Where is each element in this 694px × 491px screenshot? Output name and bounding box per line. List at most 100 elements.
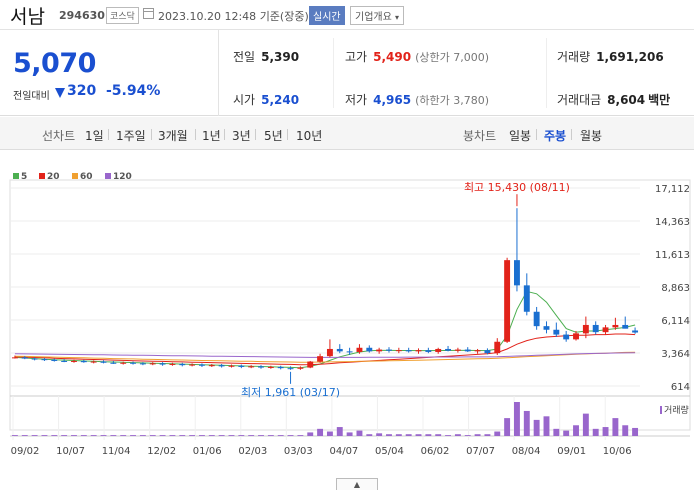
candle-body bbox=[297, 367, 304, 369]
chevron-down-icon: ▾ bbox=[395, 13, 400, 22]
x-tick-label: 12/02 bbox=[147, 446, 176, 457]
x-tick-label: 09/02 bbox=[11, 446, 40, 457]
volume-bar bbox=[632, 427, 639, 436]
stock-name: 서남 bbox=[10, 6, 45, 28]
stock-header: 서남 294630 코스닥 2023.10.20 12:48 기준(장중) 실시… bbox=[0, 0, 694, 30]
change-rate: -5.94% bbox=[106, 83, 161, 99]
x-tick-label: 08/04 bbox=[512, 446, 541, 457]
candle-body bbox=[592, 324, 599, 333]
candle-body bbox=[287, 368, 294, 370]
volume-bar bbox=[149, 435, 156, 436]
candle-body bbox=[41, 359, 48, 361]
candle-body bbox=[366, 347, 373, 352]
candle-weekly[interactable]: 주봉 bbox=[544, 129, 567, 143]
volume-bar bbox=[533, 419, 540, 436]
chart-toolbar: 선차트 1일 1주일 3개월 1년 3년 5년 10년 봉차트 일봉 주봉 월봉 bbox=[0, 117, 694, 150]
candle-body bbox=[238, 365, 245, 367]
candle-body bbox=[435, 348, 442, 352]
volume-bar bbox=[445, 435, 451, 436]
chart-frame bbox=[9, 179, 691, 431]
expand-chart-handle[interactable]: ▲ bbox=[336, 478, 378, 490]
period-3y[interactable]: 3년 bbox=[232, 129, 251, 143]
candle-body bbox=[218, 365, 225, 367]
period-1d[interactable]: 1일 bbox=[85, 129, 104, 143]
candle-body bbox=[31, 358, 38, 360]
y-tick-label: 6,114 bbox=[661, 316, 690, 327]
volume-bar bbox=[415, 434, 422, 436]
period-3m[interactable]: 3개월 bbox=[158, 129, 188, 143]
candle-body bbox=[395, 350, 402, 352]
calendar-icon bbox=[143, 8, 154, 19]
company-overview-button[interactable]: 기업개요 ▾ bbox=[350, 6, 405, 25]
candle-body bbox=[336, 348, 343, 352]
volume-bar bbox=[464, 435, 471, 436]
volume-bar bbox=[612, 418, 619, 436]
x-tick-label: 10/07 bbox=[56, 446, 85, 457]
volume-bar bbox=[179, 435, 186, 436]
y-tick-label: 3,364 bbox=[661, 349, 690, 360]
candle-monthly[interactable]: 월봉 bbox=[580, 129, 603, 143]
candle-body bbox=[464, 349, 471, 352]
volume-bar bbox=[395, 434, 402, 436]
volume-bar bbox=[277, 435, 284, 436]
line-chart-label: 선차트 bbox=[42, 129, 76, 143]
volume-bar bbox=[248, 435, 255, 436]
volume-bar bbox=[602, 427, 609, 436]
volume-bar bbox=[258, 435, 264, 436]
volume-bar bbox=[139, 435, 146, 436]
candle-body bbox=[563, 334, 570, 340]
legend-ma5: 5 bbox=[13, 172, 27, 182]
volume-bar bbox=[61, 435, 68, 436]
candle-body bbox=[553, 329, 560, 335]
x-tick-label: 11/04 bbox=[102, 446, 131, 457]
candle-body bbox=[307, 361, 314, 368]
volume-bar bbox=[435, 434, 442, 436]
x-tick-label: 10/06 bbox=[603, 446, 632, 457]
market-badge: 코스닥 bbox=[106, 7, 139, 24]
prev-close: 전일 5,390 bbox=[233, 50, 300, 64]
volume-bar bbox=[592, 428, 599, 436]
period-10y[interactable]: 10년 bbox=[296, 129, 323, 143]
candle-body bbox=[346, 351, 353, 353]
x-tick-label: 02/03 bbox=[238, 446, 267, 457]
candle-body bbox=[90, 361, 97, 363]
volume-bar bbox=[543, 416, 550, 436]
x-tick-label: 04/07 bbox=[329, 446, 358, 457]
volume-bar bbox=[31, 435, 38, 436]
ma20-line bbox=[14, 333, 636, 366]
y-tick-label: 614 bbox=[671, 382, 690, 393]
period-1y[interactable]: 1년 bbox=[202, 129, 221, 143]
candle-body bbox=[376, 349, 383, 352]
candle-body bbox=[405, 350, 412, 352]
volume-bar bbox=[199, 435, 205, 436]
volume-bar bbox=[228, 435, 235, 436]
volume-bar bbox=[504, 418, 511, 436]
realtime-button[interactable]: 실시간 bbox=[309, 6, 345, 25]
period-1w[interactable]: 1주일 bbox=[116, 129, 146, 143]
x-tick-label: 01/06 bbox=[193, 446, 222, 457]
price-change: 320 bbox=[67, 83, 97, 99]
candle-body bbox=[523, 285, 530, 312]
volume-bar bbox=[130, 435, 136, 436]
volume-bar bbox=[336, 427, 343, 436]
candle-body bbox=[100, 361, 107, 363]
compare-label: 전일대비 bbox=[13, 91, 50, 102]
candle-daily[interactable]: 일봉 bbox=[509, 129, 532, 143]
max-price-label: 최고 15,430 (08/11) bbox=[464, 181, 570, 194]
period-5y[interactable]: 5년 bbox=[264, 129, 283, 143]
candle-body bbox=[454, 349, 461, 351]
volume-bar bbox=[21, 435, 28, 436]
volume-bar bbox=[494, 431, 501, 436]
volume-bar bbox=[208, 435, 215, 436]
candle-body bbox=[267, 366, 274, 368]
volume-bar bbox=[523, 410, 530, 436]
candle-body bbox=[228, 365, 235, 367]
volume-bar bbox=[11, 435, 18, 436]
quote-time: 2023.10.20 12:48 기준(장중) bbox=[158, 10, 309, 23]
volume-bar bbox=[573, 425, 579, 436]
volume-bar bbox=[405, 434, 412, 436]
min-price-label: 최저 1,961 (03/17) bbox=[241, 386, 340, 399]
volume-bar bbox=[189, 435, 196, 436]
volume-bar bbox=[474, 434, 481, 436]
volume-bar bbox=[80, 435, 87, 436]
